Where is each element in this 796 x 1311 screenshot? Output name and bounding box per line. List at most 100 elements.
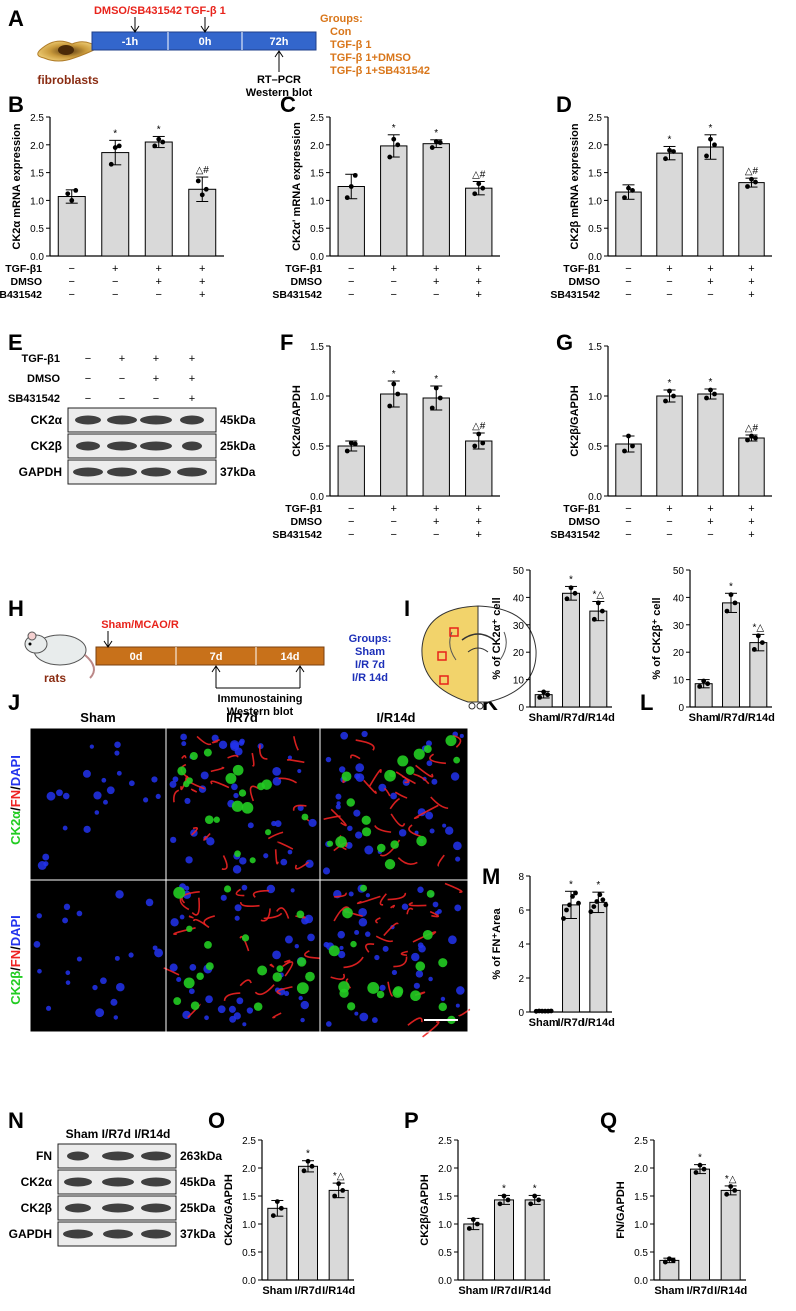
- treatment-sign: −: [112, 289, 118, 301]
- blot-band: [107, 441, 137, 451]
- panel-label-n: N: [8, 1108, 24, 1133]
- y-tick-label: 2.0: [242, 1164, 256, 1175]
- group-a-3: TGF-β 1+DMSO: [330, 52, 411, 64]
- y-axis-label: % of FN⁺Area: [491, 908, 503, 980]
- treatment-sign: +: [199, 263, 205, 275]
- timepoint-a-3: 72h: [270, 36, 289, 48]
- treatment-dmso-sb: DMSO/SB431542: [94, 5, 182, 17]
- blot-band: [73, 467, 103, 477]
- data-point: [745, 184, 750, 189]
- treatment-sign: −: [348, 289, 354, 301]
- significance-label: *△: [593, 590, 605, 601]
- significance-label: △#: [745, 423, 759, 434]
- rats-label: rats: [44, 671, 66, 685]
- treatment-sign: −: [625, 263, 631, 275]
- data-point: [429, 405, 435, 411]
- treatment-sign: +: [748, 516, 754, 528]
- band-n-fn-kda: 263kDa: [180, 1149, 222, 1163]
- data-point: [352, 172, 358, 178]
- band-n-ck2a-label: CK2α: [21, 1175, 53, 1189]
- category-label: Sham: [458, 1285, 488, 1297]
- panel-label-m: M: [482, 864, 500, 889]
- data-point: [600, 897, 606, 903]
- panel-label-j: J: [8, 690, 20, 715]
- data-point: [705, 681, 711, 687]
- micrograph-ck2a-ir7d: [165, 727, 321, 881]
- treatment-sign: +: [119, 353, 125, 365]
- data-point: [548, 1008, 554, 1014]
- j-col-ir7d: I/R7d: [226, 710, 258, 725]
- data-point: [195, 178, 201, 184]
- data-point: [693, 1170, 699, 1175]
- bar: [337, 445, 365, 497]
- y-tick-label: 4: [518, 940, 524, 951]
- y-axis-label: % of CK2α⁺ cell: [491, 597, 503, 679]
- treatment-sign: +: [199, 289, 205, 301]
- treatment-table-b: TGF-β1−+++DMSO−−++SB431542−−−+: [0, 263, 205, 301]
- blot-band: [141, 1229, 171, 1239]
- treatment-sign: −: [707, 529, 713, 541]
- category-label: I/R7d: [718, 712, 745, 724]
- data-point: [745, 437, 750, 443]
- data-point: [567, 902, 572, 908]
- group-h-2: I/R 7d: [355, 659, 385, 671]
- treatment-table-d: TGF-β1− + + +DMSO − − + +SB431542− − − +: [550, 263, 754, 301]
- treatment-sign: +: [707, 263, 713, 275]
- significance-label: △#: [745, 166, 759, 177]
- data-point: [160, 139, 166, 145]
- y-tick-label: 0.5: [310, 442, 324, 453]
- bar: [267, 1207, 288, 1281]
- y-tick-label: 0.0: [634, 1276, 648, 1287]
- treatment-sign: −: [666, 516, 672, 528]
- blot-band: [177, 467, 207, 477]
- y-tick-label: 0.5: [242, 1248, 256, 1259]
- treatment-sign: −: [707, 289, 713, 301]
- blot-band: [102, 1203, 134, 1213]
- treatment-sign: −: [391, 276, 397, 288]
- treatment-sign: +: [748, 503, 754, 515]
- data-point: [759, 640, 765, 646]
- data-point: [532, 1193, 538, 1199]
- y-tick-label: 1.0: [588, 392, 602, 403]
- data-point: [395, 391, 401, 397]
- panel-label-f: F: [280, 330, 293, 355]
- bar: [297, 1165, 319, 1281]
- data-point: [701, 1166, 707, 1172]
- category-label: I/R14d: [582, 1017, 615, 1029]
- significance-label: *: [306, 1149, 310, 1160]
- significance-label: *: [392, 123, 396, 134]
- y-tick-label: 0.5: [310, 224, 324, 235]
- treatment-sign: −: [348, 503, 354, 515]
- y-tick-label: 0: [518, 1008, 524, 1019]
- bar: [463, 1223, 484, 1281]
- blot-band: [141, 1203, 171, 1213]
- data-point: [704, 153, 709, 159]
- category-label: I/R14d: [322, 1285, 355, 1297]
- data-point: [309, 1163, 315, 1169]
- data-point: [749, 433, 754, 439]
- band-e-ck2a-label: CK2α: [31, 413, 63, 427]
- treatment-sign: −: [69, 289, 75, 301]
- fibroblasts-label: fibroblasts: [37, 73, 99, 87]
- treatment-sign: +: [433, 516, 439, 528]
- treatment-sign: +: [476, 516, 482, 528]
- y-tick-label: 2.5: [310, 113, 324, 124]
- panel-label-b: B: [8, 92, 24, 117]
- y-tick-label: 1.5: [588, 169, 602, 180]
- y-tick-label: 8: [518, 872, 524, 883]
- panel-label-a: A: [8, 6, 24, 31]
- assay-a-2: Western blot: [246, 87, 313, 99]
- panel-label-q: Q: [600, 1108, 617, 1133]
- j-col-sham: Sham: [80, 710, 115, 725]
- blot-band: [65, 1203, 91, 1213]
- significance-label: *: [709, 123, 713, 134]
- y-tick-label: 2: [518, 974, 524, 985]
- data-point: [545, 692, 551, 698]
- treatment-sign: −: [69, 276, 75, 288]
- treatment-sign: +: [476, 263, 482, 275]
- y-tick-label: 2.0: [438, 1164, 452, 1175]
- y-tick-label: 0: [678, 703, 684, 714]
- significance-label: *: [698, 1153, 702, 1164]
- data-point: [662, 1259, 668, 1265]
